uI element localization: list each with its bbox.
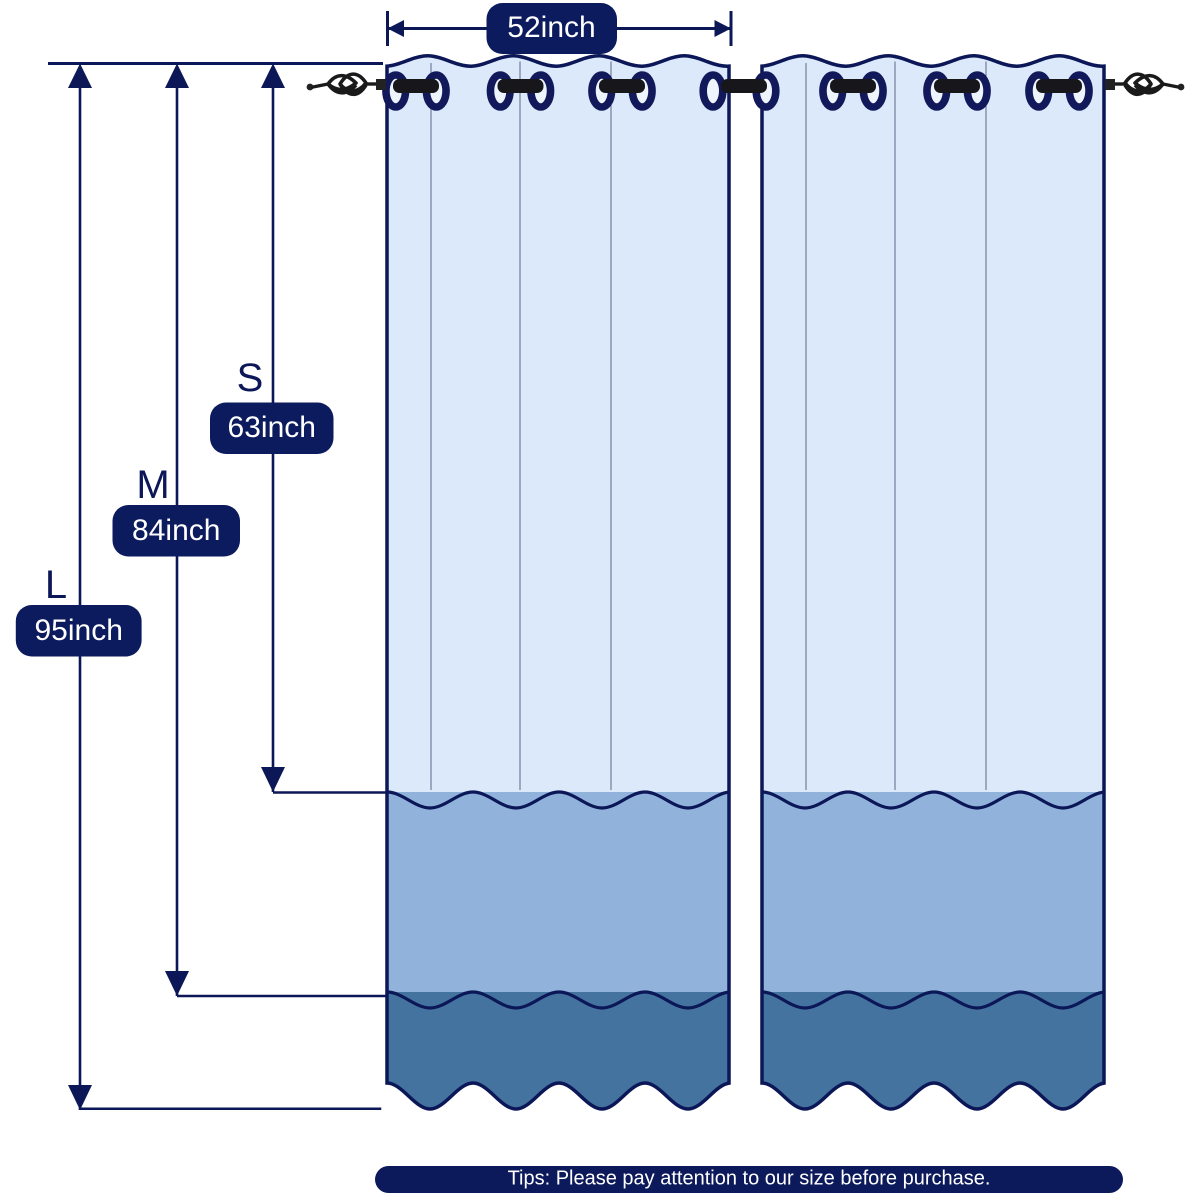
svg-text:84inch: 84inch bbox=[132, 514, 220, 547]
svg-text:63inch: 63inch bbox=[228, 411, 316, 444]
svg-text:52inch: 52inch bbox=[507, 11, 595, 44]
svg-text:95inch: 95inch bbox=[34, 614, 122, 647]
svg-text:S: S bbox=[237, 356, 264, 400]
svg-text:M: M bbox=[136, 463, 169, 507]
svg-text:L: L bbox=[45, 563, 67, 607]
svg-text:Tips: Please pay attention to: Tips: Please pay attention to our size b… bbox=[508, 1168, 991, 1190]
